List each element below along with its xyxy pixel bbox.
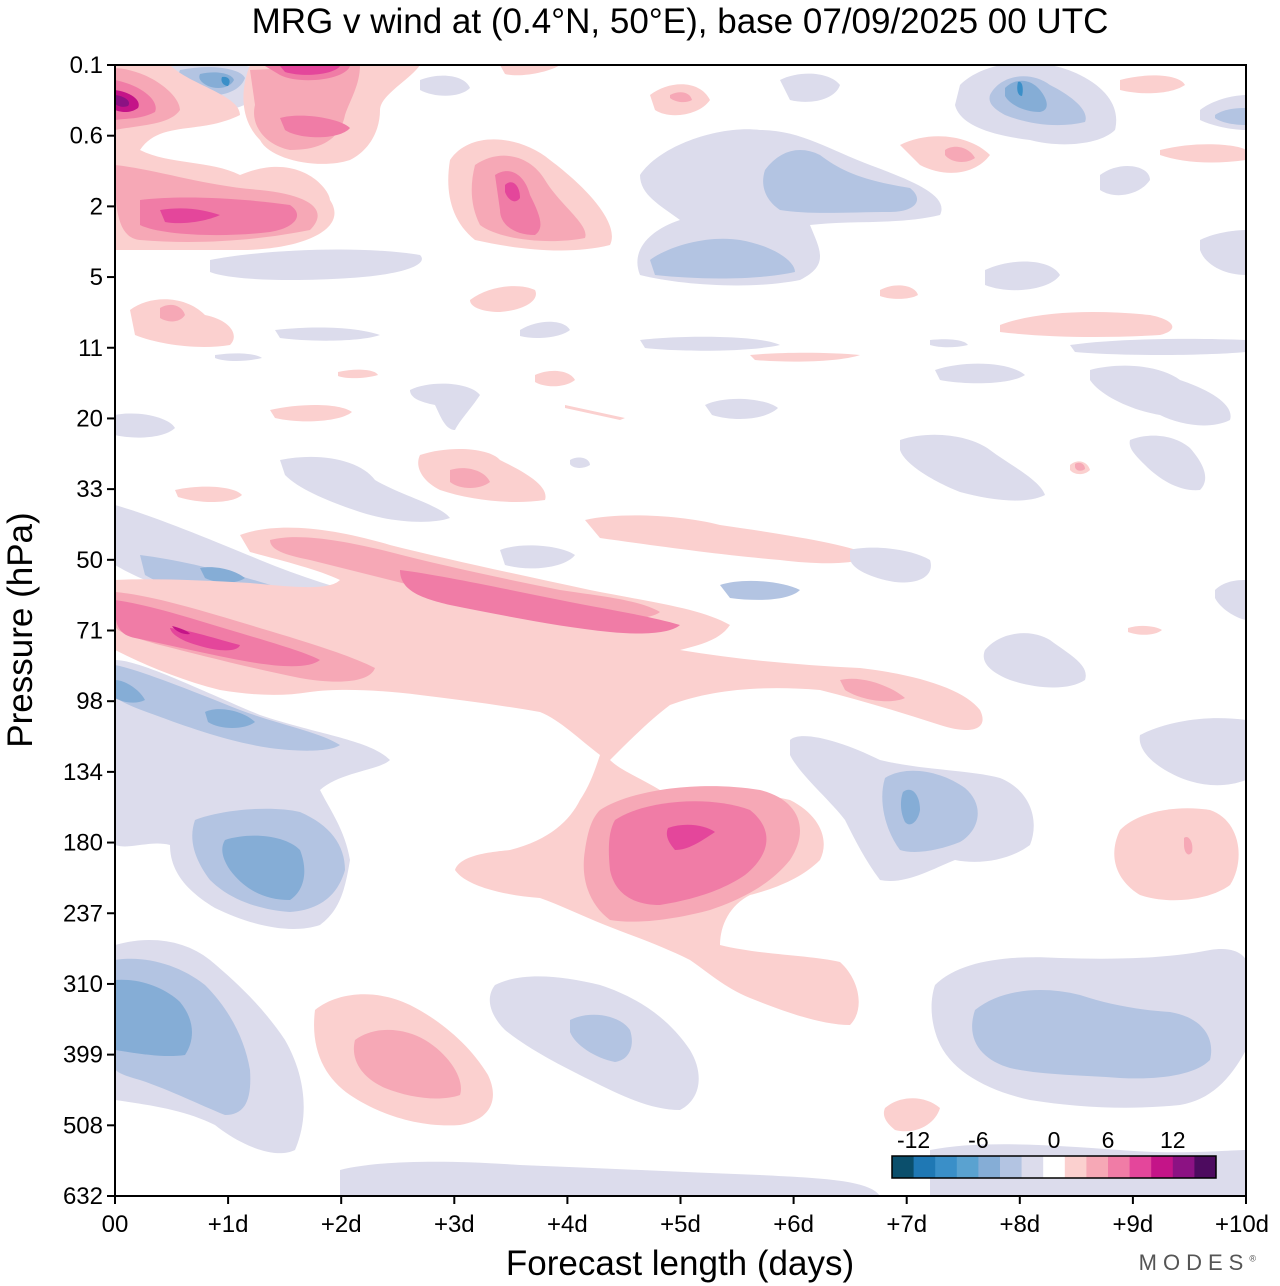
x-tick-label: +8d: [999, 1211, 1040, 1238]
y-tick-label: 5: [90, 264, 103, 291]
x-tick-label: +7d: [886, 1211, 927, 1238]
contour-pos-29: [608, 801, 767, 905]
x-tick-label: +2d: [321, 1211, 362, 1238]
y-tick-label: 632: [63, 1183, 103, 1210]
contour-pos-32: [353, 1029, 461, 1099]
colorbar-border: [891, 1155, 1217, 1179]
contour-neg-11: [210, 165, 1246, 291]
colorbar-swatch: [978, 1156, 1001, 1178]
x-tick-label: +1d: [208, 1211, 249, 1238]
contour-neg-18: [115, 680, 305, 900]
contour-neg-21: [900, 789, 920, 825]
colorbar-swatch: [1000, 1156, 1023, 1178]
colorbar-label: -6: [968, 1127, 988, 1153]
y-tick-label: 98: [76, 688, 103, 715]
x-axis-label: Forecast length (days): [506, 1244, 854, 1283]
x-tick-label: +3d: [434, 1211, 475, 1238]
contour-neg-7: [420, 65, 1246, 145]
contour-field: [115, 65, 1246, 1196]
contour-pos-16: [505, 182, 520, 202]
contour-neg-10: [1017, 81, 1023, 96]
colorbar-swatch: [1194, 1156, 1217, 1178]
contour-pos-26: [1114, 808, 1239, 901]
colorbar-swatch: [1043, 1156, 1066, 1178]
contour-pos-30: [666, 824, 715, 850]
contour-neg-22: [720, 580, 800, 600]
contour-pos-11: [140, 197, 298, 236]
x-tick-label: +9d: [1113, 1211, 1154, 1238]
x-axis: 00 +1d +2d +3d +4d +5d +6d +7d +8d +9d +10d: [102, 1196, 1269, 1238]
colorbar-swatch: [1151, 1156, 1174, 1178]
x-tick-label: +5d: [660, 1211, 701, 1238]
contour-neg-8: [989, 76, 1246, 126]
colorbar-swatch: [1129, 1156, 1152, 1178]
contour-neg-4: [221, 76, 230, 86]
colorbar: -12 -6 0 6 12: [891, 1127, 1217, 1179]
colorbar-swatch: [956, 1156, 979, 1178]
contour-neg-25: [115, 979, 192, 1057]
contour-pos-27: [1184, 836, 1193, 855]
contour-neg-23: [115, 940, 1246, 1196]
y-tick-label: 0.6: [70, 123, 103, 150]
contour-pos-8: [265, 66, 350, 138]
y-tick-label: 508: [63, 1112, 103, 1139]
contour-neg-24: [115, 958, 1212, 1115]
x-tick-label: +6d: [773, 1211, 814, 1238]
contour-pos-25: [172, 626, 190, 635]
contour-pos-31: [314, 994, 940, 1132]
y-tick-label: 399: [63, 1042, 103, 1069]
contour-pos-12: [160, 208, 220, 224]
colorbar-swatch: [913, 1156, 936, 1178]
brand-name: MODES: [1138, 1250, 1250, 1275]
colorbar-swatch: [1086, 1156, 1109, 1178]
y-tick-label: 310: [63, 971, 103, 998]
y-tick-label: 134: [63, 759, 103, 786]
x-tick-label: +4d: [547, 1211, 588, 1238]
contour-pos-23: [115, 570, 680, 667]
colorbar-swatch: [1172, 1156, 1195, 1178]
colorbar-swatch: [892, 1156, 915, 1178]
contour-neg-6: [650, 150, 918, 279]
y-tick-label: 33: [76, 476, 103, 503]
contour-neg-12: [115, 321, 1246, 583]
colorbar-swatch: [1021, 1156, 1044, 1178]
y-tick-label: 71: [76, 618, 103, 645]
x-tick-label: 00: [102, 1211, 129, 1238]
y-tick-label: 11: [78, 335, 103, 362]
y-tick-label: 20: [76, 405, 103, 432]
chart-title: MRG v wind at (0.4°N, 50°E), base 07/09/…: [251, 2, 1109, 41]
colorbar-swatch: [1064, 1156, 1087, 1178]
modes-brand: MODES®: [1139, 1250, 1256, 1276]
colorbar-label: 0: [1048, 1127, 1061, 1153]
y-tick-label: 2: [90, 193, 103, 220]
contour-pos-17: [500, 65, 1246, 173]
y-tick-label: 237: [63, 900, 103, 927]
y-tick-label: 0.1: [70, 52, 103, 79]
y-tick-label: 180: [63, 830, 103, 857]
colorbar-swatch: [935, 1156, 958, 1178]
x-tick-label: +10d: [1215, 1211, 1269, 1238]
brand-mark: ®: [1249, 1253, 1256, 1264]
y-axis-label: Pressure (hPa): [1, 512, 40, 747]
colorbar-swatch: [1108, 1156, 1131, 1178]
contour-pos-19: [130, 285, 1173, 635]
contour-pos-6: [115, 95, 130, 107]
y-tick-label: 50: [76, 547, 103, 574]
contour-pos-9: [280, 66, 340, 75]
colorbar-label: 12: [1160, 1127, 1186, 1153]
contour-neg-9: [1005, 80, 1047, 112]
colorbar-label: 6: [1102, 1127, 1115, 1153]
y-axis: 0.1 0.6 2 5 11 20 33 50 71 98 134 180 237 310 399 508 63…: [63, 52, 115, 1210]
colorbar-label: -12: [897, 1127, 930, 1153]
